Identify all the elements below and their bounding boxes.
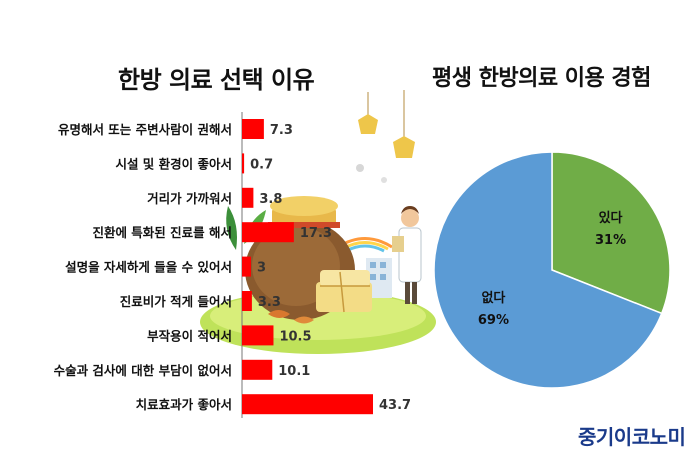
bar (242, 359, 273, 380)
bar-category-label: 유명해서 또는 주변사람이 권해서 (58, 122, 232, 137)
bar-category-label: 수술과 검사에 대한 부담이 없어서 (54, 363, 232, 378)
bar-chart-title: 한방 의료 선택 이유 (118, 66, 315, 94)
bar (242, 291, 252, 311)
bar-value-label: 0.7 (250, 157, 273, 172)
bar (242, 325, 274, 346)
bar-value-label: 3.3 (258, 295, 281, 310)
bar (242, 222, 294, 243)
pie-slice-value-label: 69% (478, 313, 509, 328)
bar-value-label: 3.8 (259, 192, 282, 207)
pie-slice (551, 151, 671, 315)
bar-value-label: 10.1 (278, 364, 310, 379)
bar (242, 119, 264, 139)
bar-value-label: 43.7 (379, 398, 411, 413)
bar-value-label: 10.5 (279, 329, 311, 344)
bar-category-label: 치료효과가 좋아서 (136, 397, 232, 412)
bar-category-label: 시설 및 환경이 좋아서 (115, 156, 232, 171)
bar-category-label: 진환에 특화된 진료를 해서 (92, 225, 232, 240)
pie-chart-title: 평생 한방의료 이용 경험 (432, 66, 651, 91)
bar-value-label: 3 (257, 261, 266, 276)
herbal-medicine-illustration (200, 90, 436, 354)
pie-slice-label: 없다 (481, 290, 505, 306)
brand-logo-text: 중기이코노미 (578, 425, 686, 449)
bar-category-label: 설명을 자세하게 들을 수 있어서 (65, 260, 232, 275)
bar-category-label: 부작용이 적어서 (147, 328, 232, 343)
bar-category-label: 진료비가 적게 들어서 (120, 294, 232, 309)
bar-value-label: 17.3 (300, 226, 332, 241)
pie-slice-label: 있다 (599, 210, 623, 226)
bar (242, 153, 245, 174)
bar-value-label: 7.3 (270, 123, 293, 138)
bar (242, 394, 373, 415)
bar (242, 187, 254, 208)
bar-chart: 유명해서 또는 주변사람이 권해서 7.3 시설 및 환경이 좋아서 0.7 거리가 가… (54, 112, 411, 418)
bar-category-label: 거리가 가까워서 (147, 191, 232, 206)
pie-slice-value-label: 31% (595, 233, 626, 248)
pie-slice (433, 151, 663, 389)
pie-chart: 있다 31% 없다 69% (433, 151, 671, 389)
bar (242, 256, 251, 277)
